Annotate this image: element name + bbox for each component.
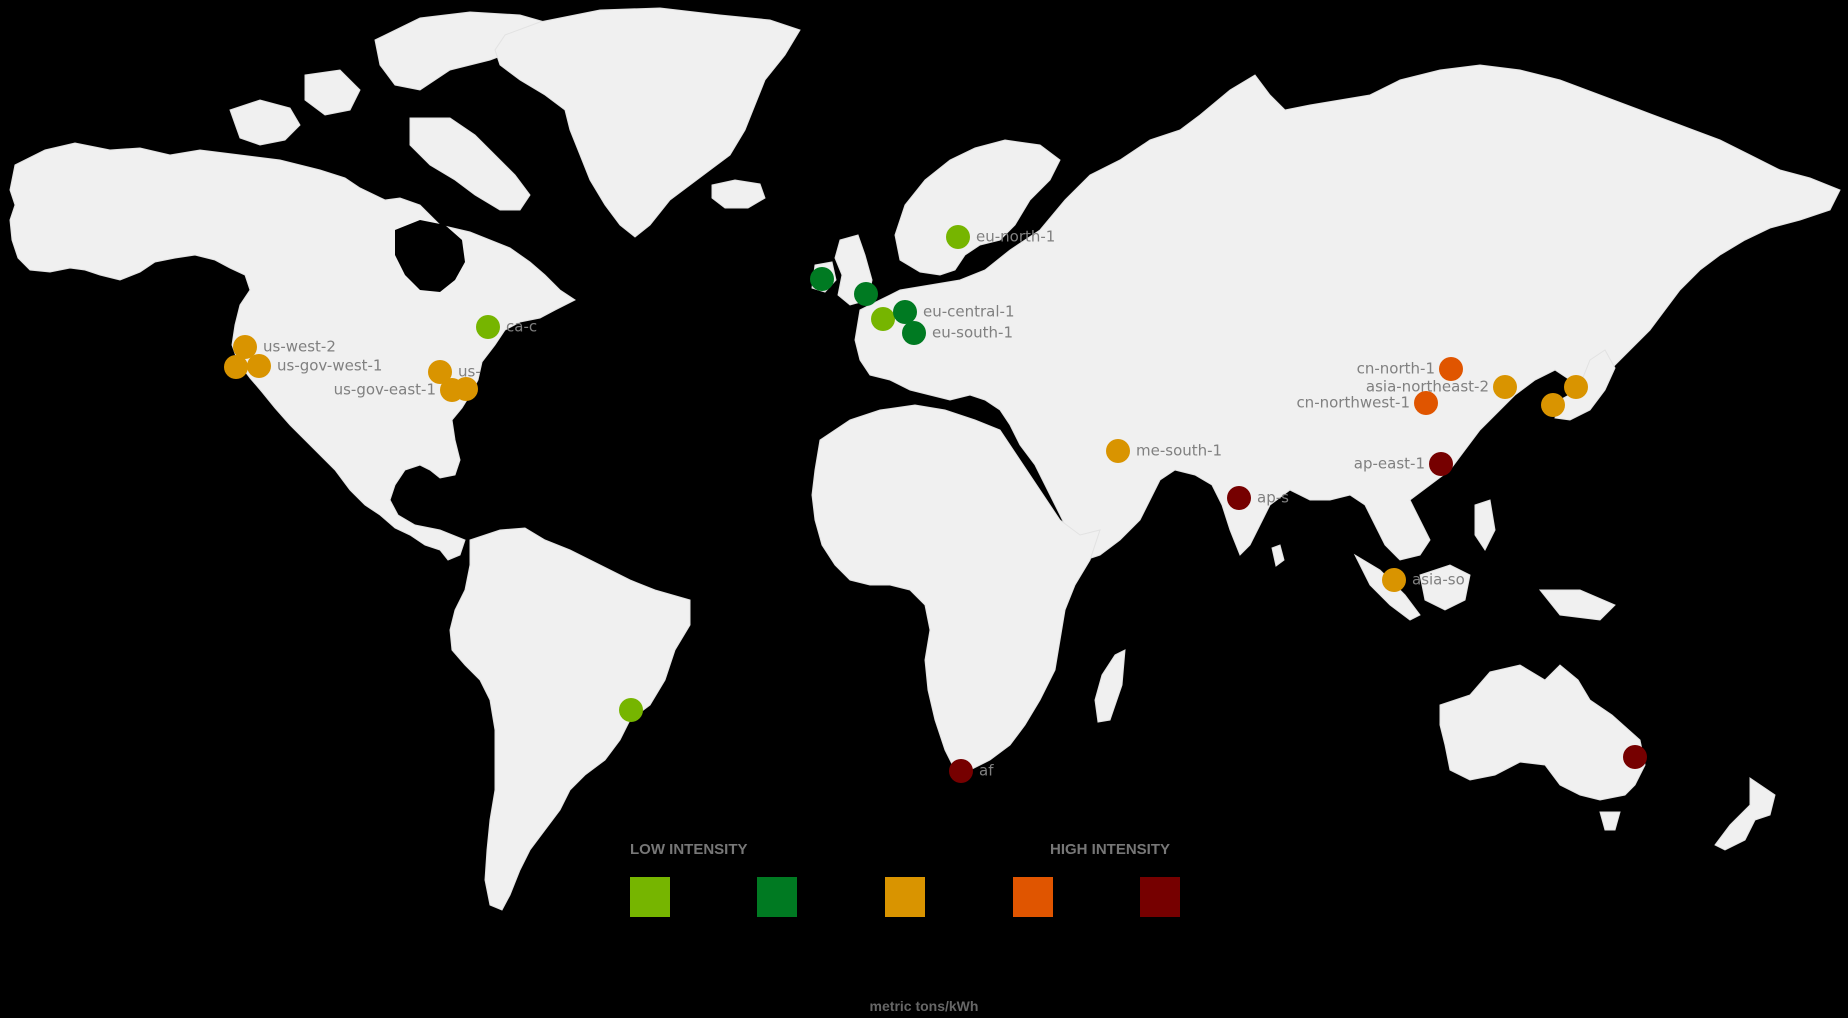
legend-high-label: HIGH INTENSITY [1050, 841, 1171, 858]
region-label-ap-east-1: ap-east-1 [1353, 454, 1425, 473]
region-label-us-gov-east-1: us-gov-east-1 [333, 380, 436, 399]
region-marker-asia-northeast-3[interactable] [1541, 393, 1565, 417]
region-label-us-gov-west-1: us-gov-west-1 [277, 356, 383, 375]
scandinavia [894, 139, 1061, 276]
arctic-archipelago [304, 69, 361, 116]
madagascar [1094, 649, 1126, 723]
region-marker-eu-south-1[interactable] [902, 321, 926, 345]
new-guinea [1538, 589, 1616, 621]
south-america [449, 527, 691, 911]
region-label-ap-south-1: ap-s [1257, 488, 1289, 507]
borneo [1419, 564, 1471, 611]
region-marker-asia-northeast-2[interactable] [1493, 375, 1517, 399]
arctic-archipelago [229, 99, 301, 146]
region-marker-me-south-1[interactable] [1106, 439, 1130, 463]
region-marker-sa-east-1[interactable] [619, 698, 643, 722]
region-label-af-south-1: af [979, 761, 994, 780]
region-marker-cn-north-1[interactable] [1439, 357, 1463, 381]
region-label-cn-north-1: cn-north-1 [1356, 359, 1435, 378]
region-marker-eu-west-3[interactable] [871, 307, 895, 331]
region-marker-ap-east-1[interactable] [1429, 452, 1453, 476]
legend-swatch-low [757, 877, 797, 917]
region-marker-us-west-1[interactable] [224, 355, 248, 379]
region-marker-asia-southeast-1[interactable] [1382, 568, 1406, 592]
region-marker-eu-central-1[interactable] [893, 300, 917, 324]
legend-swatch-high [1013, 877, 1053, 917]
region-marker-af-south-1[interactable] [949, 759, 973, 783]
new-zealand [1714, 777, 1776, 851]
region-label-eu-central-1: eu-central-1 [923, 302, 1015, 321]
legend-low-label: LOW INTENSITY [630, 841, 748, 858]
legend-swatch-very-high [1140, 877, 1180, 917]
region-marker-cn-northwest-1[interactable] [1414, 391, 1438, 415]
region-marker-us-east-1[interactable] [454, 377, 478, 401]
region-label-us-west-2: us-west-2 [263, 337, 336, 356]
africa [811, 404, 1101, 771]
greenland [494, 7, 801, 238]
region-label-asia-southeast-1: asia-so [1412, 570, 1465, 589]
legend-swatch-medium [885, 877, 925, 917]
region-label-eu-north-1: eu-north-1 [976, 227, 1056, 246]
legend-unit-label: metric tons/kWh [869, 998, 979, 1014]
iceland [711, 179, 766, 209]
region-label-eu-south-1: eu-south-1 [932, 323, 1013, 342]
hudson-bay [395, 220, 465, 292]
region-marker-us-gov-west-1[interactable] [247, 354, 271, 378]
region-marker-eu-north-1[interactable] [946, 225, 970, 249]
region-marker-ca-central-1[interactable] [476, 315, 500, 339]
region-label-ca-central-1: ca-c [506, 317, 538, 336]
region-label-asia-northeast-2: asia-northeast-2 [1365, 377, 1489, 396]
region-marker-eu-west-1[interactable] [810, 267, 834, 291]
region-label-us-east-2: us- [458, 362, 481, 381]
region-label-me-south-1: me-south-1 [1136, 441, 1223, 460]
region-label-cn-northwest-1: cn-northwest-1 [1296, 393, 1410, 412]
baffin-island [409, 117, 531, 211]
region-marker-asia-northeast-1[interactable] [1564, 375, 1588, 399]
philippines [1474, 499, 1496, 551]
legend-swatch-very-low [630, 877, 670, 917]
region-marker-ap-south-1[interactable] [1227, 486, 1251, 510]
region-marker-eu-west-2[interactable] [854, 282, 878, 306]
australia [1439, 664, 1646, 801]
region-marker-ap-southeast-2[interactable] [1623, 745, 1647, 769]
tasmania [1599, 811, 1621, 831]
sri-lanka [1271, 544, 1285, 567]
